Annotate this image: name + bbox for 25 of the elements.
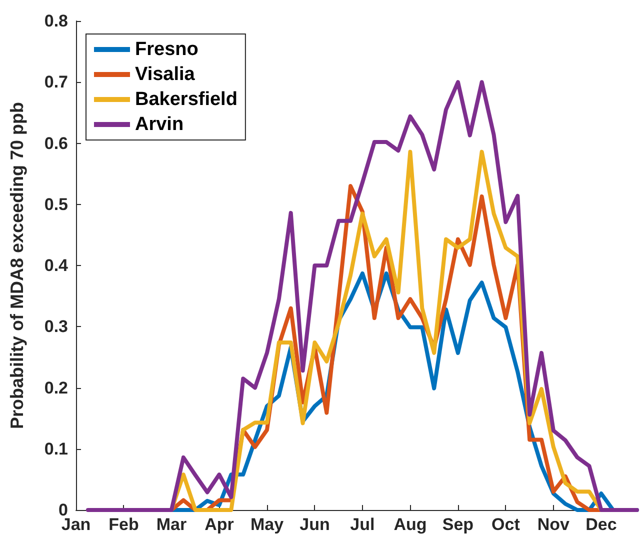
legend-label: Bakersfield bbox=[135, 89, 238, 110]
x-tick-label: Oct bbox=[492, 515, 520, 534]
y-axis-title: Probability of MDA8 exceeding 70 ppb bbox=[7, 102, 27, 430]
x-tick-label: May bbox=[250, 515, 284, 534]
y-tick-label: 0.2 bbox=[44, 378, 68, 398]
y-tick-label: 0.3 bbox=[44, 317, 68, 336]
x-tick-label: Apr bbox=[204, 515, 234, 534]
x-tick-label: Mar bbox=[156, 515, 187, 534]
y-tick-label: 0.4 bbox=[44, 256, 69, 275]
y-tick-label: 0.6 bbox=[44, 134, 68, 153]
line-series bbox=[86, 80, 639, 512]
legend-label: Fresno bbox=[135, 39, 198, 60]
y-tick-label: 0.8 bbox=[44, 12, 68, 30]
x-tick-label: Aug bbox=[394, 515, 427, 534]
y-tick-label: 0.5 bbox=[44, 194, 68, 214]
x-tick-label: Sep bbox=[442, 515, 474, 534]
x-tick-label: Dec bbox=[586, 515, 617, 534]
x-tick-label: Nov bbox=[537, 515, 570, 534]
y-tick-label: 0.1 bbox=[44, 439, 68, 458]
legend-label: Visalia bbox=[135, 64, 196, 85]
x-tick-label: Feb bbox=[108, 515, 139, 534]
legend-label: Arvin bbox=[135, 114, 184, 135]
x-tick-label: Jun bbox=[300, 515, 330, 534]
y-tick-label: 0.7 bbox=[44, 72, 68, 92]
x-tick-label: Jul bbox=[350, 515, 375, 534]
